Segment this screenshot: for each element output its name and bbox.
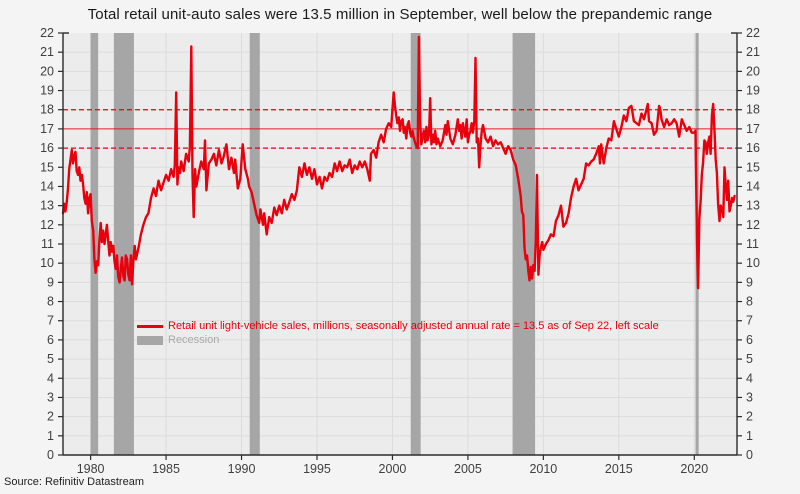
y-tick-label-right: 21 — [746, 45, 760, 59]
y-tick-label-left: 20 — [40, 64, 54, 78]
y-tick-label-left: 0 — [47, 448, 54, 462]
y-tick-label-left: 5 — [47, 352, 54, 366]
y-tick-label-left: 11 — [41, 237, 54, 251]
y-tick-label-left: 17 — [40, 122, 54, 136]
sales-line-series — [61, 35, 736, 290]
y-tick-label-left: 6 — [47, 333, 54, 347]
y-tick-label-right: 13 — [746, 199, 760, 213]
y-tick-label-left: 16 — [40, 141, 54, 155]
x-tick-label: 1985 — [152, 462, 180, 476]
y-tick-label-right: 14 — [746, 179, 760, 193]
y-tick-label-left: 13 — [40, 199, 54, 213]
y-tick-label-left: 19 — [40, 84, 54, 98]
y-tick-label-right: 18 — [746, 103, 760, 117]
x-tick-label: 2015 — [605, 462, 633, 476]
recession-band — [410, 33, 421, 455]
y-tick-label-right: 19 — [746, 84, 760, 98]
legend-series-label: Retail unit light-vehicle sales, million… — [168, 320, 659, 332]
y-tick-label-left: 3 — [47, 390, 54, 404]
y-tick-label-left: 12 — [40, 218, 54, 232]
x-tick-label: 2005 — [454, 462, 482, 476]
x-tick-label: 2020 — [680, 462, 708, 476]
y-tick-label-left: 22 — [40, 26, 54, 40]
y-tick-label-right: 5 — [746, 352, 753, 366]
y-tick-label-left: 8 — [47, 295, 54, 309]
x-tick-label: 1995 — [303, 462, 331, 476]
y-tick-label-right: 12 — [746, 218, 760, 232]
legend-recession-label: Recession — [168, 334, 220, 346]
y-tick-label-right: 4 — [746, 371, 753, 385]
y-tick-label-left: 2 — [47, 410, 54, 424]
legend-series-row: Retail unit light-vehicle sales, million… — [137, 320, 659, 332]
y-tick-label-right: 3 — [746, 390, 753, 404]
y-tick-label-right: 9 — [746, 275, 753, 289]
y-tick-label-left: 15 — [40, 160, 54, 174]
recession-band — [113, 33, 134, 455]
y-tick-label-right: 2 — [746, 410, 753, 424]
y-tick-label-right: 22 — [746, 26, 760, 40]
y-tick-label-left: 21 — [40, 45, 54, 59]
x-tick-label: 1990 — [228, 462, 256, 476]
y-tick-label-right: 8 — [746, 295, 753, 309]
chart-legend: Retail unit light-vehicle sales, million… — [137, 320, 659, 348]
y-tick-label-right: 7 — [746, 314, 753, 328]
y-tick-label-left: 10 — [40, 256, 54, 270]
x-tick-label: 1980 — [77, 462, 105, 476]
source-note: Source: Refinitiv Datastream — [4, 476, 144, 488]
y-tick-label-right: 15 — [746, 160, 760, 174]
y-tick-label-left: 4 — [47, 371, 54, 385]
y-tick-label-right: 1 — [746, 429, 753, 443]
y-tick-label-left: 9 — [47, 275, 54, 289]
y-tick-label-right: 20 — [746, 64, 760, 78]
x-tick-label: 2000 — [379, 462, 407, 476]
y-tick-label-left: 1 — [47, 429, 54, 443]
legend-recession-row: Recession — [137, 334, 659, 346]
x-tick-label: 2010 — [529, 462, 557, 476]
y-tick-label-left: 7 — [47, 314, 54, 328]
recession-band — [249, 33, 260, 455]
y-tick-label-right: 16 — [746, 141, 760, 155]
recession-swatch-icon — [137, 335, 163, 345]
y-tick-label-right: 17 — [746, 122, 760, 136]
series-line-swatch-icon — [137, 324, 163, 328]
chart-title: Total retail unit-auto sales were 13.5 m… — [87, 6, 713, 23]
y-tick-label-right: 0 — [746, 448, 753, 462]
y-tick-label-right: 10 — [746, 256, 760, 270]
y-tick-label-right: 11 — [746, 237, 759, 251]
y-tick-label-left: 18 — [40, 103, 54, 117]
y-tick-label-right: 6 — [746, 333, 753, 347]
y-tick-label-left: 14 — [40, 179, 54, 193]
